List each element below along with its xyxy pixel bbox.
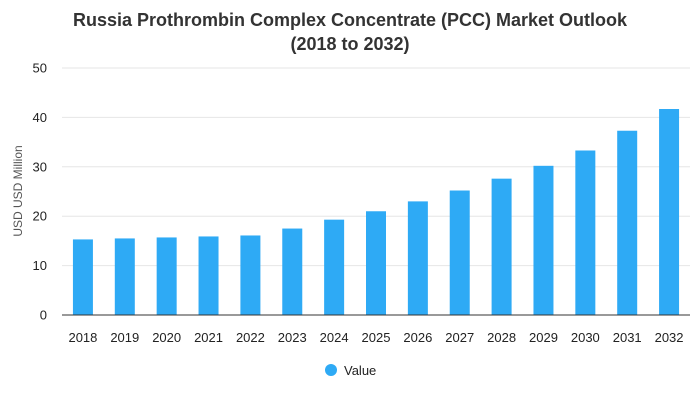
y-axis-label: USD USD Million	[11, 145, 25, 236]
x-tick-label: 2020	[152, 330, 181, 345]
bar-2024[interactable]	[324, 219, 345, 315]
x-tick-label: 2021	[194, 330, 223, 345]
y-tick-label: 10	[33, 258, 47, 273]
bar-2027[interactable]	[449, 190, 470, 315]
y-tick-label: 20	[33, 209, 47, 224]
x-tick-label: 2029	[529, 330, 558, 345]
bar-2026[interactable]	[407, 201, 428, 315]
bar-2019[interactable]	[114, 238, 135, 315]
bar-2021[interactable]	[198, 236, 219, 315]
legend[interactable]: Value	[325, 363, 376, 378]
x-tick-label: 2026	[403, 330, 432, 345]
bars	[72, 109, 680, 315]
x-tick-label: 2025	[362, 330, 391, 345]
chart-title-line-1: Russia Prothrombin Complex Concentrate (…	[73, 10, 628, 30]
y-tick-label: 30	[33, 159, 47, 174]
x-tick-label: 2027	[445, 330, 474, 345]
y-tick-label: 50	[33, 61, 47, 76]
x-tick-label: 2024	[320, 330, 349, 345]
bar-2022[interactable]	[240, 235, 261, 315]
x-tick-label: 2031	[613, 330, 642, 345]
x-tick-label: 2019	[110, 330, 139, 345]
y-tick-label: 0	[40, 308, 47, 323]
y-axis-ticks: 0 10 20 30 40 50	[33, 61, 47, 323]
bar-2023[interactable]	[282, 228, 303, 315]
bar-2030[interactable]	[575, 150, 596, 315]
legend-label: Value	[344, 363, 376, 378]
x-tick-label: 2018	[68, 330, 97, 345]
x-tick-label: 2022	[236, 330, 265, 345]
x-tick-label: 2030	[571, 330, 600, 345]
bar-2031[interactable]	[617, 130, 638, 315]
chart-title-line-2: (2018 to 2032)	[290, 34, 409, 54]
bar-2032[interactable]	[659, 109, 680, 315]
bar-2018[interactable]	[72, 239, 93, 315]
bar-2029[interactable]	[533, 165, 554, 315]
bar-2028[interactable]	[491, 178, 512, 315]
y-tick-label: 40	[33, 110, 47, 125]
legend-marker	[325, 364, 337, 376]
x-tick-label: 2032	[655, 330, 684, 345]
x-tick-label: 2023	[278, 330, 307, 345]
bar-2025[interactable]	[366, 211, 386, 315]
x-axis-ticks: 2018 2019 2020 2021 2022 2023 2024 2025 2026 2027…	[68, 330, 683, 345]
bar-2020[interactable]	[156, 237, 177, 315]
x-tick-label: 2028	[487, 330, 516, 345]
